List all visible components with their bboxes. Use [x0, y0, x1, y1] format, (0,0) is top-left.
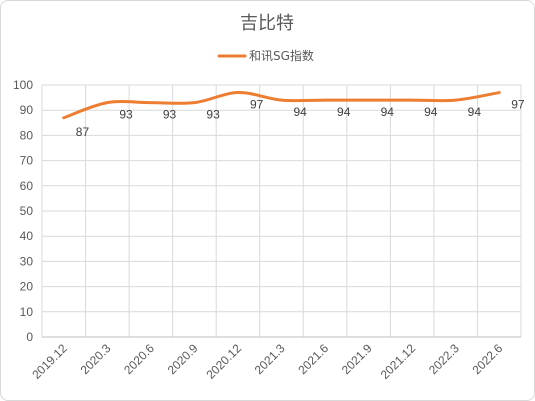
y-tick-label: 0	[26, 330, 33, 344]
data-labels: 87 93 93 93 97 94 94 94 94 94 97	[76, 98, 525, 139]
y-tick-label: 20	[20, 280, 34, 294]
data-label: 94	[381, 105, 395, 119]
y-tick-label: 40	[20, 229, 34, 243]
y-tick-label: 70	[20, 154, 34, 168]
data-label: 97	[250, 98, 264, 112]
y-tick-label: 50	[20, 204, 34, 218]
data-label: 94	[424, 105, 438, 119]
data-label: 93	[163, 108, 177, 122]
x-tick-label: 2021.9	[339, 341, 375, 377]
legend: 和讯SG指数	[217, 48, 314, 63]
data-label: 94	[468, 105, 482, 119]
x-tick-label: 2020.3	[78, 341, 114, 377]
series-line	[62, 91, 501, 120]
x-tick-label: 2022.3	[426, 341, 462, 377]
data-label: 93	[119, 108, 133, 122]
x-tick-label: 2021.12	[378, 341, 419, 382]
y-tick-label: 100	[13, 78, 33, 92]
x-tick-label: 2019.12	[29, 341, 70, 382]
legend-label: 和讯SG指数	[249, 48, 314, 63]
data-label: 94	[294, 105, 308, 119]
x-tick-label: 2022.6	[469, 341, 505, 377]
x-tick-label: 2020.12	[203, 341, 244, 382]
data-label: 97	[511, 98, 525, 112]
data-label: 94	[337, 105, 351, 119]
y-tick-label: 80	[20, 128, 34, 142]
gridlines	[41, 84, 522, 338]
series	[62, 91, 501, 120]
x-tick-label: 2021.3	[252, 341, 288, 377]
y-tick-label: 30	[20, 254, 34, 268]
data-label: 87	[76, 125, 90, 139]
y-tick-label: 10	[20, 305, 34, 319]
chart-title: 吉比特	[240, 13, 294, 34]
data-label: 93	[206, 108, 220, 122]
x-tick-label: 2021.6	[295, 341, 331, 377]
y-tick-label: 90	[20, 103, 34, 117]
y-tick-label: 60	[20, 179, 34, 193]
x-tick-label: 2020.6	[121, 341, 157, 377]
x-tick-label: 2020.9	[165, 341, 201, 377]
